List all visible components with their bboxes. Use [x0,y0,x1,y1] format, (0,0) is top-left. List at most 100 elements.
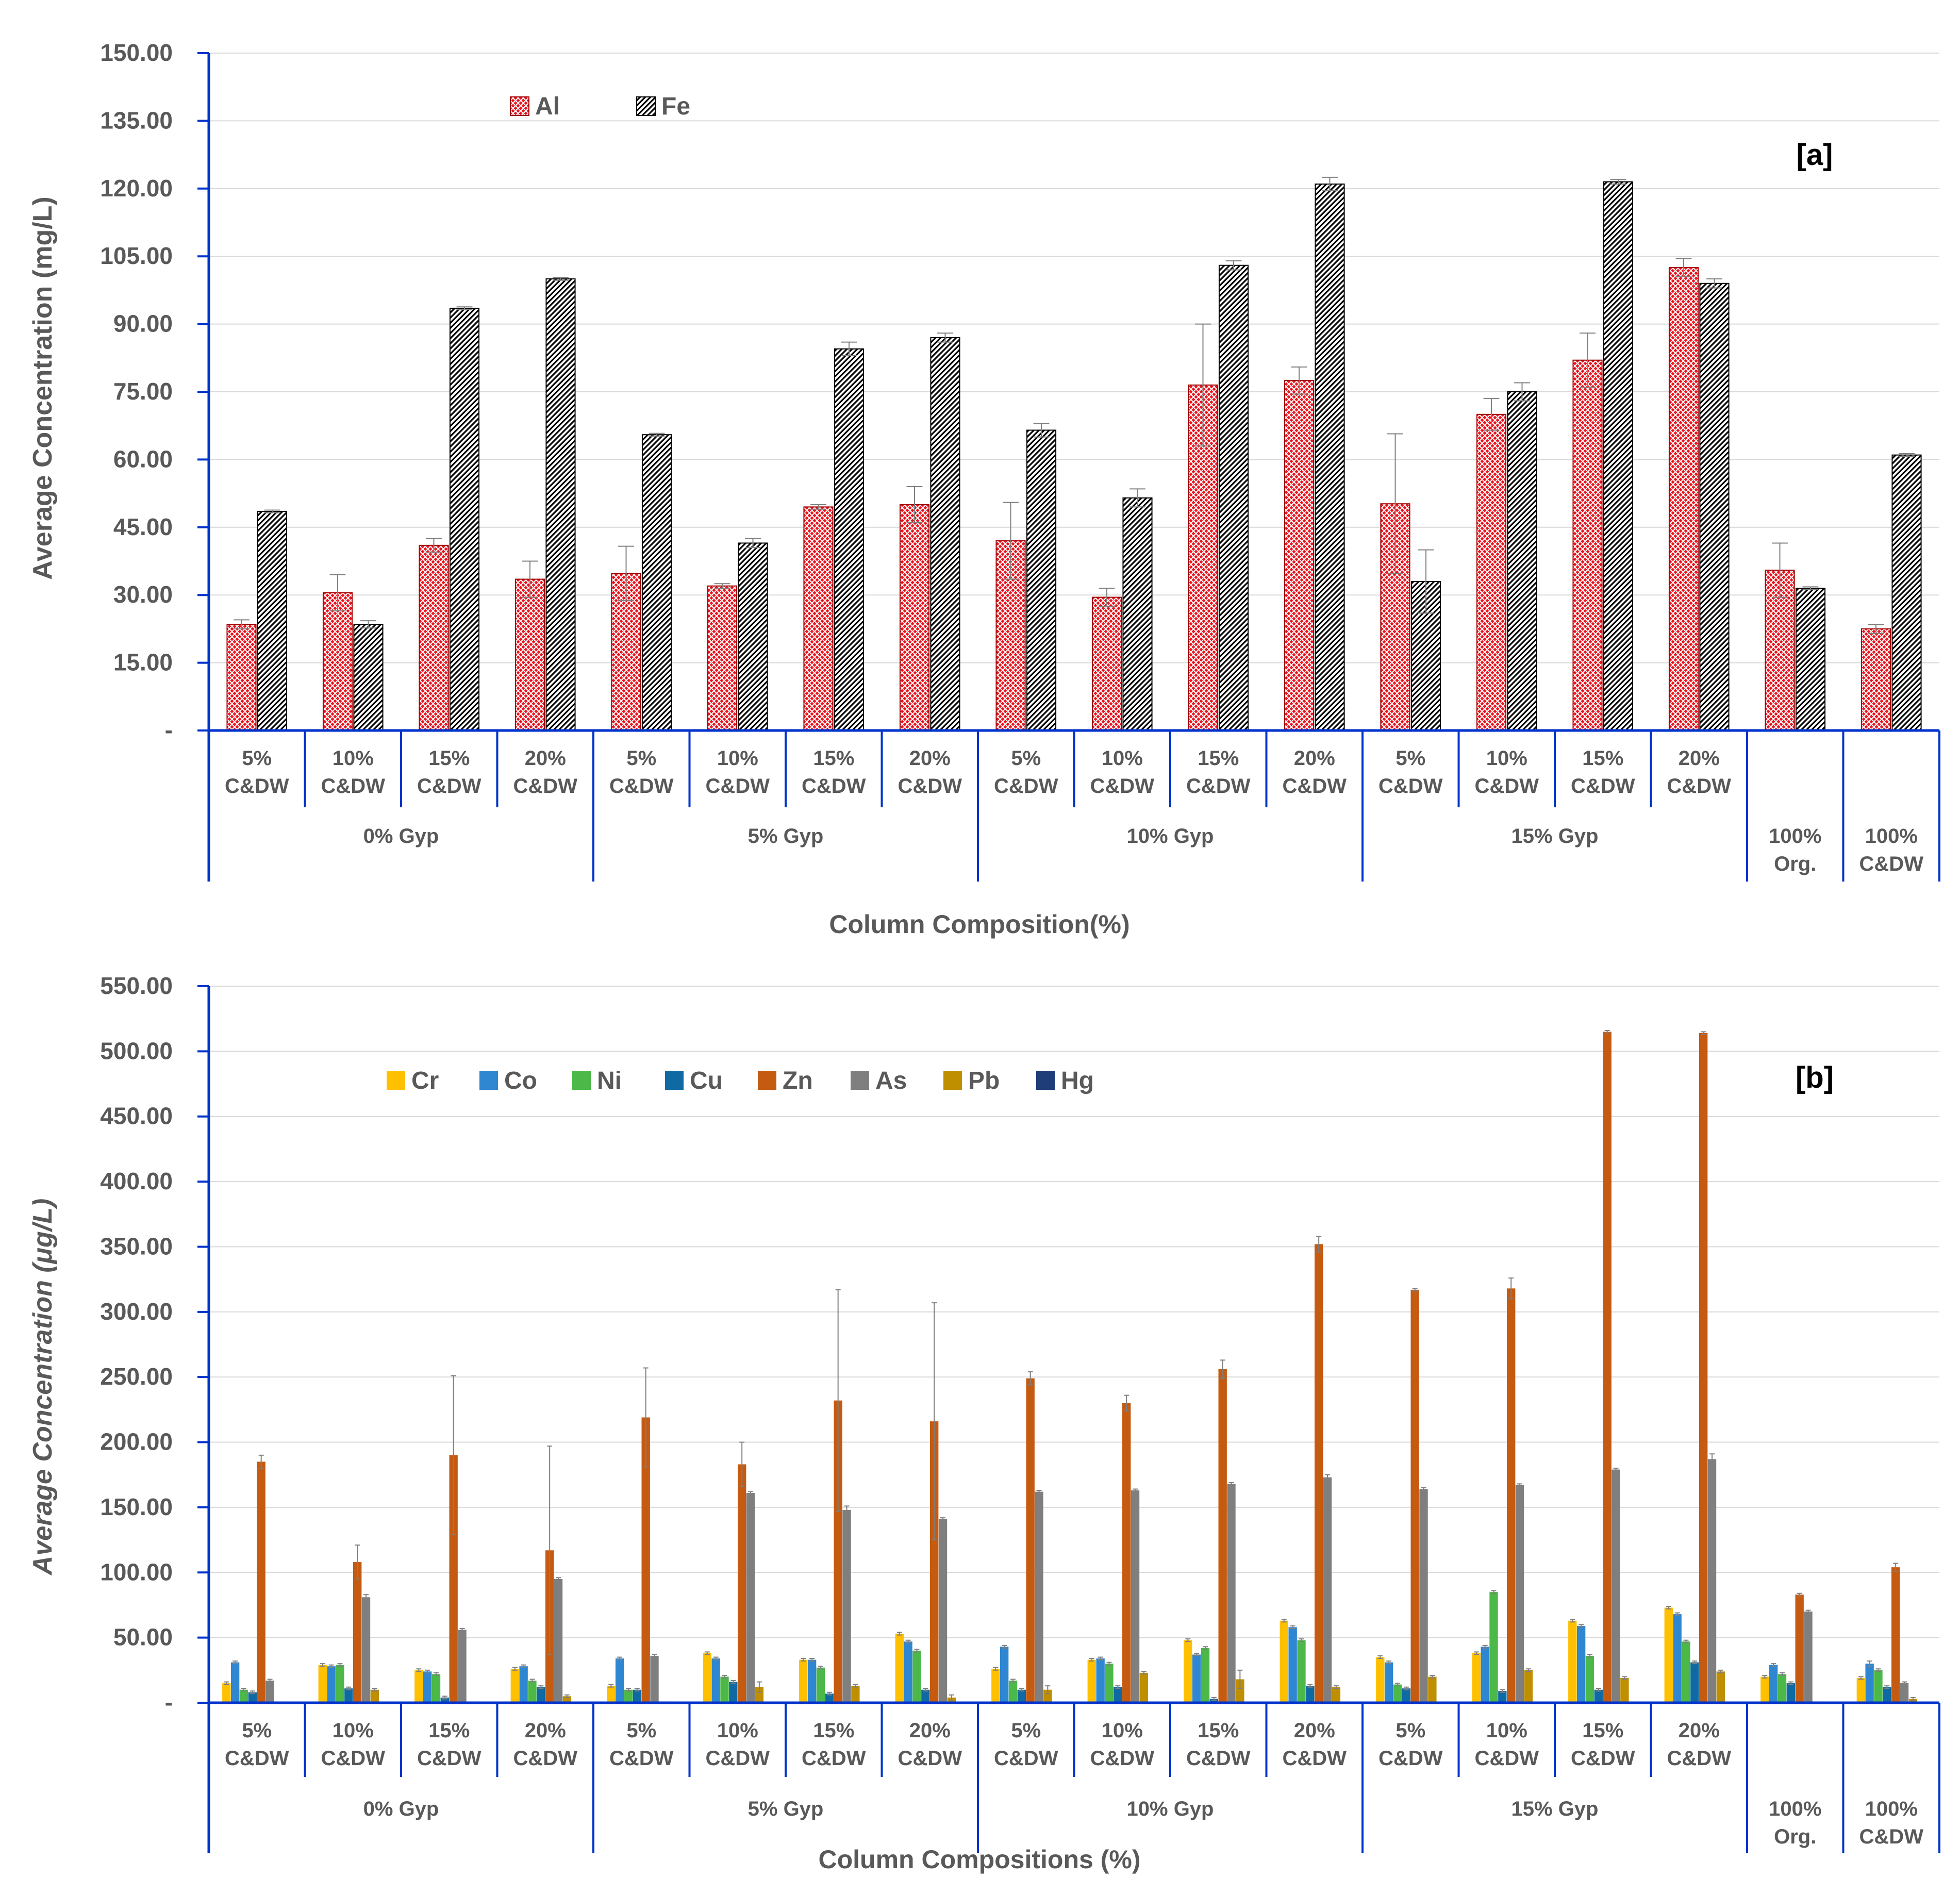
chart-a: - 15.00 30.00 45.00 60.00 75.00 90.00 105.00 120… [28,39,1940,939]
error-bar-pb [1525,1668,1531,1672]
error-bar-as [1325,1474,1331,1481]
error-bar-pb [1718,1669,1723,1673]
error-bar-cu [1596,1688,1601,1692]
error-bar-pb [853,1684,858,1688]
bar-pb [1908,1699,1918,1703]
bar-cr [799,1659,808,1703]
chart-a-x-axis-title: Column Composition(%) [829,910,1130,939]
group-label-line: 100% [1769,1798,1821,1820]
error-bar-fe [745,538,761,549]
bar-cu [825,1693,834,1703]
error-bar-as [748,1491,754,1495]
category-label-line: C&DW [994,775,1058,798]
category-label-line: C&DW [1283,1747,1347,1770]
chart-a-panel-label: [a] [1797,138,1833,172]
bar-ni [1105,1664,1114,1703]
bar-cr [510,1669,519,1703]
bar-fe [1122,497,1153,731]
category-label-line: 10% [1102,747,1143,770]
error-bar-pb [372,1688,377,1692]
category-label-line: 15% [1582,1719,1623,1742]
y-tick-label: 550.00 [100,972,173,999]
bar-co [904,1641,912,1703]
group-label: 100% C&DW [1859,825,1924,875]
error-bar-fe [1899,453,1915,457]
error-bar-pb [1910,1697,1916,1701]
y-tick-label: 45.00 [113,513,173,540]
bar-ni [1585,1656,1594,1703]
error-bar-cu [1500,1689,1505,1693]
error-bar-pb [1237,1669,1243,1689]
bar-pb [1716,1671,1725,1703]
bar-al [1668,267,1699,731]
legend-label: Cr [411,1067,439,1094]
error-bar-zn [1027,1371,1033,1386]
y-tick-label: 400.00 [100,1168,173,1194]
category-label-line: C&DW [609,1747,674,1770]
error-bar-fe [1225,260,1242,271]
bar-zn [737,1464,746,1703]
y-tick-label: 15.00 [113,649,173,676]
error-bar-zn [1893,1563,1899,1572]
legend-item-cu: Cu [665,1067,723,1094]
bar-ni [1393,1684,1402,1703]
error-bar-fe [1610,179,1626,185]
category-label-line: C&DW [1571,775,1635,798]
bar-al [226,624,257,732]
y-tick-label: 30.00 [113,581,173,608]
error-bar-al [426,538,442,553]
error-bar-pb [1430,1674,1435,1679]
error-bar-fe [553,277,569,281]
legend-item-fe: Fe [636,93,690,120]
bar-cu [1402,1688,1411,1703]
chart-b-axes [197,985,1940,1853]
error-bar-cr [1185,1638,1191,1642]
error-bar-zn [1220,1359,1225,1379]
bar-zn [449,1455,458,1703]
category-label-line: C&DW [994,1747,1058,1770]
category-label-line: C&DW [1186,1747,1251,1770]
error-bar-cr [1089,1658,1094,1662]
bar-zn [1795,1594,1804,1703]
error-bar-fe [1322,176,1338,192]
category-label-line: C&DW [1378,1747,1443,1770]
bar-cu [440,1697,450,1703]
bar-al [1476,413,1507,731]
bar-zn [1506,1288,1516,1703]
legend-label: Co [504,1067,537,1094]
error-bar-cr [512,1667,518,1671]
category-label-line: 10% [717,1719,758,1742]
legend-swatch [1036,1071,1055,1090]
bar-cu [1594,1689,1603,1703]
error-bar-al [1387,433,1403,575]
category-label: 10% C&DW [1090,747,1155,798]
bar-zn [257,1461,265,1703]
chart-a-axes [197,52,1940,882]
error-bar-cu [442,1696,447,1700]
error-bar-cr [896,1632,902,1636]
bar-cu [344,1688,353,1703]
error-bar-ni [1683,1639,1689,1643]
category-label-line: 5% [242,1719,272,1742]
bar-co [327,1666,336,1703]
chart-b-y-axis-title: Average Concentration (μg/L) [28,1199,58,1576]
y-tick-label: - [165,717,173,743]
group-label-line: 100% [1769,825,1821,848]
category-label-line: 20% [909,1719,951,1742]
error-bar-as [1902,1681,1907,1685]
group-label: 100% Org. [1769,825,1821,875]
bar-cr [1856,1677,1865,1703]
category-label-line: 20% [1294,1719,1335,1742]
category-label-line: C&DW [417,775,481,798]
error-bar-al [1195,323,1211,447]
error-bar-cu [1115,1685,1121,1689]
bar-zn [1603,1032,1612,1703]
bar-ni [720,1676,729,1703]
bar-ni [528,1681,537,1703]
error-bar-al [1003,502,1019,580]
bar-zn [641,1417,650,1703]
error-bar-co [521,1664,526,1668]
error-bar-as [652,1654,657,1658]
error-bar-al [810,504,826,510]
chart-a-bars [226,176,1922,732]
